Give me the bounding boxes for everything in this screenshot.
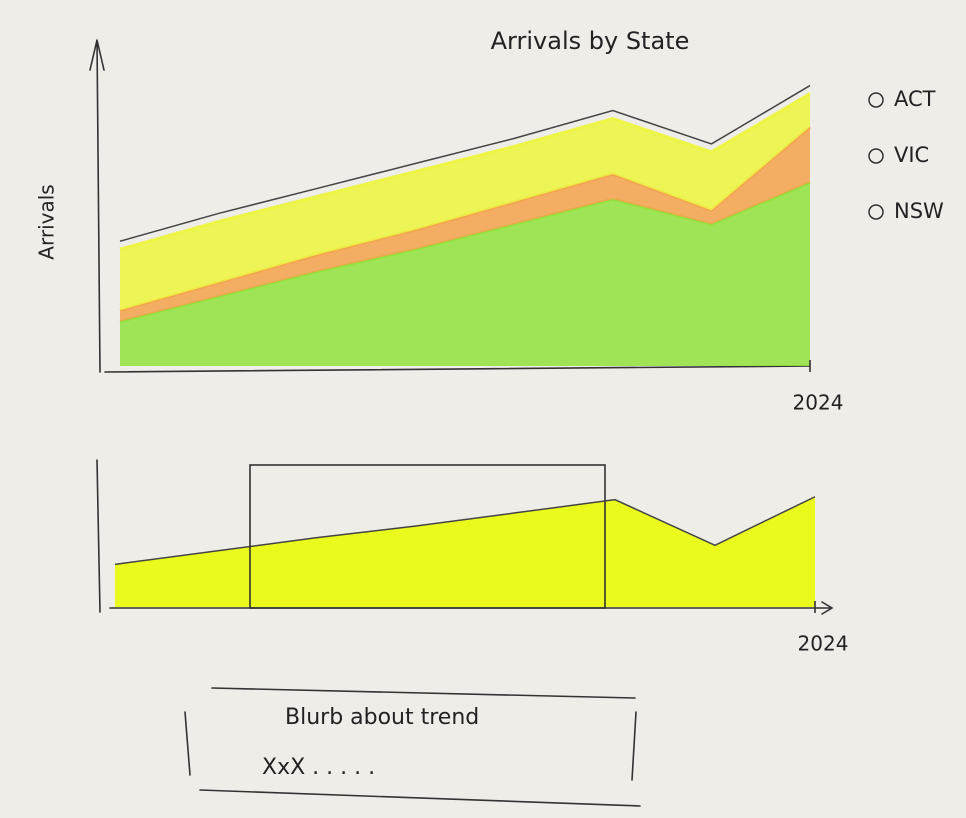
area	[115, 496, 815, 607]
blurb-title: Blurb about trend	[285, 705, 479, 730]
blurb-box	[184, 687, 641, 807]
x-axis	[104, 365, 811, 373]
legend-label: ACT	[894, 87, 936, 111]
total-outline	[119, 84, 811, 242]
legend-marker	[868, 92, 884, 108]
range-selector[interactable]	[249, 464, 606, 609]
x-tick-label: 2024	[798, 632, 849, 656]
area	[120, 93, 810, 311]
x-tick-label: 2024	[793, 391, 844, 415]
legend-marker	[868, 204, 884, 220]
y-axis	[89, 39, 105, 373]
nav-y-axis	[96, 459, 101, 613]
y-axis-label: Arrivals	[35, 184, 59, 259]
blurb-text: XxX . . . . .	[262, 755, 375, 780]
area	[120, 182, 810, 366]
legend-marker	[868, 148, 884, 164]
legend-label: VIC	[894, 143, 929, 167]
legend-label: NSW	[894, 199, 944, 223]
area-edge	[119, 92, 811, 251]
area	[120, 126, 810, 322]
navigator-chart: 2024	[114, 496, 849, 656]
main-chart: ACT VIC NSW 2024	[119, 84, 944, 415]
chart-title: Arrivals by State	[491, 27, 690, 55]
area-line	[114, 496, 816, 566]
